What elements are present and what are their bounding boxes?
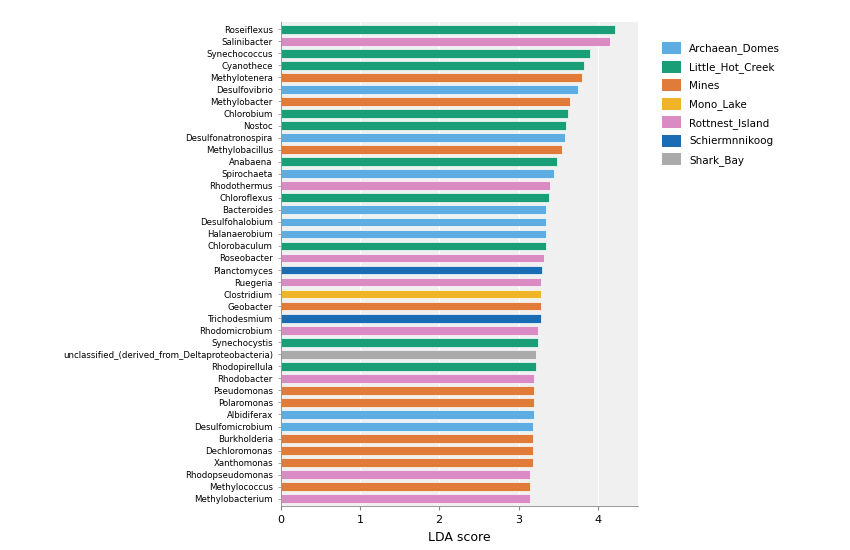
Bar bbox=[280, 241, 547, 250]
Bar bbox=[280, 145, 562, 154]
Bar bbox=[280, 326, 538, 334]
Bar bbox=[280, 229, 547, 238]
Bar bbox=[280, 278, 541, 287]
Bar bbox=[280, 49, 590, 58]
Bar bbox=[280, 302, 541, 310]
Bar bbox=[280, 338, 538, 346]
Bar bbox=[280, 85, 578, 94]
Bar bbox=[280, 169, 554, 178]
Bar bbox=[280, 73, 582, 82]
Bar bbox=[280, 37, 609, 46]
Bar bbox=[280, 254, 544, 262]
Bar bbox=[280, 458, 533, 467]
Bar bbox=[280, 218, 547, 226]
Legend: Archaean_Domes, Little_Hot_Creek, Mines, Mono_Lake, Rottnest_Island, Schiermnnik: Archaean_Domes, Little_Hot_Creek, Mines,… bbox=[657, 37, 785, 171]
Bar bbox=[280, 182, 550, 190]
Bar bbox=[280, 97, 570, 106]
Bar bbox=[280, 482, 530, 491]
Bar bbox=[280, 410, 535, 419]
Bar bbox=[280, 386, 535, 395]
Bar bbox=[280, 470, 530, 479]
Bar bbox=[280, 157, 557, 166]
Bar bbox=[280, 398, 535, 407]
Bar bbox=[280, 362, 536, 371]
Bar bbox=[280, 314, 541, 322]
Bar bbox=[280, 350, 536, 359]
Bar bbox=[280, 434, 533, 443]
Bar bbox=[280, 494, 530, 503]
Bar bbox=[280, 25, 615, 34]
Bar bbox=[280, 133, 564, 142]
Bar bbox=[280, 61, 584, 70]
Bar bbox=[280, 194, 548, 202]
Bar bbox=[280, 446, 533, 455]
X-axis label: LDA score: LDA score bbox=[428, 531, 490, 543]
Bar bbox=[280, 422, 533, 431]
Bar bbox=[280, 374, 535, 383]
Bar bbox=[280, 206, 547, 214]
Bar bbox=[280, 109, 568, 118]
Bar bbox=[280, 266, 542, 274]
Bar bbox=[280, 121, 566, 130]
Bar bbox=[280, 290, 541, 299]
